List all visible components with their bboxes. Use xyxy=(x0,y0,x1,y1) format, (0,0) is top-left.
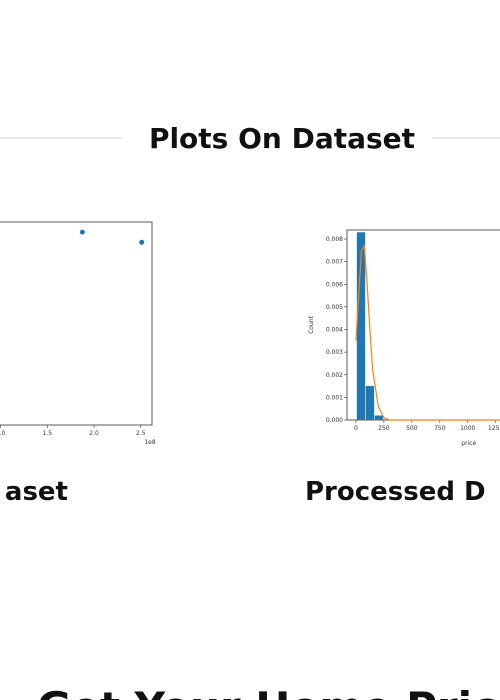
x-tick-label: 0 xyxy=(354,425,358,432)
y-tick-label: 0.000 xyxy=(326,417,343,424)
y-tick-label: 0.007 xyxy=(326,259,343,266)
y-tick-label: 0.002 xyxy=(326,372,343,379)
section-title: Plots On Dataset xyxy=(149,122,415,155)
bar xyxy=(374,415,384,420)
plot-frame xyxy=(0,221,153,426)
bar xyxy=(365,386,375,420)
x-tick-label: 1.5 xyxy=(43,430,53,437)
x-tick-label: 2.0 xyxy=(89,430,99,437)
x-tick-label: 1.0 xyxy=(0,430,5,437)
kde-line xyxy=(355,243,500,421)
x-tick-label: 500 xyxy=(406,425,418,432)
x-axis-label: price xyxy=(461,440,476,447)
bar xyxy=(356,232,366,420)
x-offset-label: 1e8 xyxy=(144,439,156,446)
y-axis-label: Count xyxy=(308,315,315,333)
caption: Processed D xyxy=(305,477,486,507)
y-tick-label: 0.005 xyxy=(326,304,343,311)
y-tick-label: 0.004 xyxy=(326,327,343,334)
x-tick-label: 750 xyxy=(434,425,446,432)
plot: 1.0 1.5 2.0 2.5 1e8 xyxy=(0,221,156,446)
y-tick-label: 0.003 xyxy=(326,349,343,356)
x-tick-label: 1000 xyxy=(460,425,475,432)
y-tick-label: 0.001 xyxy=(326,394,343,401)
x-tick-label: 2.5 xyxy=(136,430,146,437)
footer-title: Get Your Home Pric xyxy=(37,683,497,700)
x-tick-label: 250 xyxy=(378,425,390,432)
y-tick-label: 0.006 xyxy=(326,281,343,288)
point xyxy=(79,229,85,235)
caption: aset xyxy=(5,477,68,507)
point xyxy=(139,239,145,245)
y-tick-label: 0.008 xyxy=(326,236,343,243)
